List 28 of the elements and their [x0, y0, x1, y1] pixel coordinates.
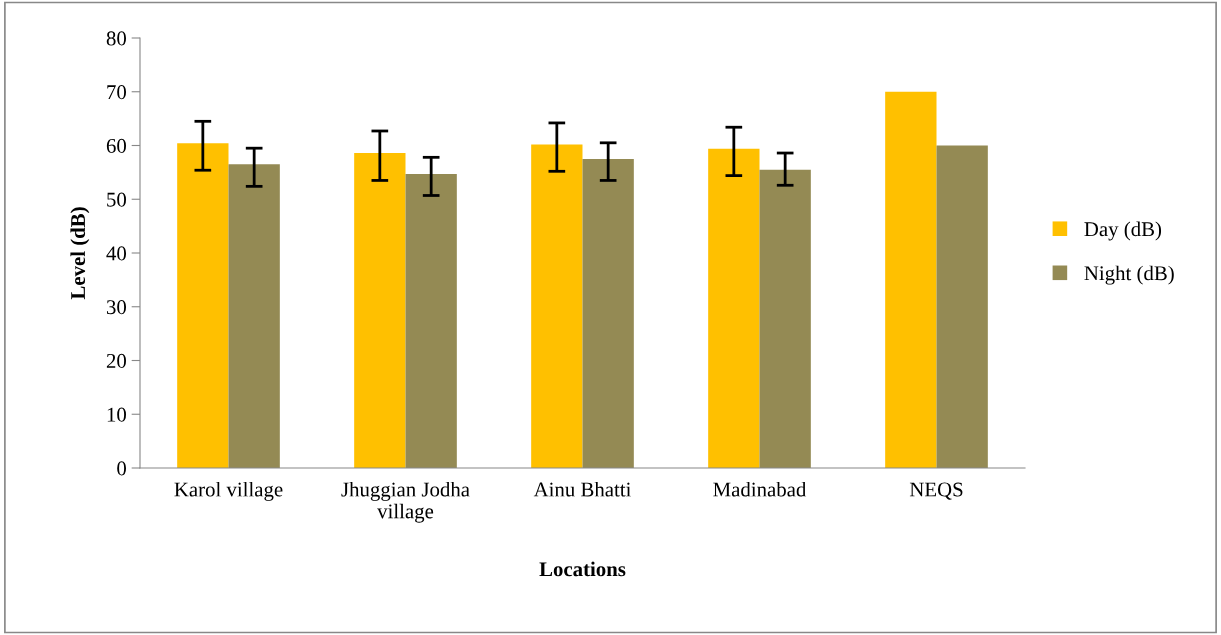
x-tick-label: Madinabad — [713, 481, 807, 497]
bar — [228, 164, 280, 468]
y-tick-label: 30 — [106, 300, 127, 315]
y-tick-label: 0 — [117, 461, 127, 476]
x-tick-label: Karol village — [174, 481, 283, 501]
bar — [759, 169, 811, 468]
y-tick-label: 40 — [106, 246, 127, 261]
y-tick-label: 60 — [106, 138, 127, 153]
bar — [708, 148, 760, 468]
y-tick-label: 50 — [107, 192, 127, 207]
bar — [531, 144, 583, 468]
bar — [885, 91, 937, 468]
bar — [354, 153, 406, 468]
x-tick-label: NEQS — [909, 482, 963, 500]
y-axis-title: Level (dB) — [70, 207, 90, 300]
legend-label: Day (dB) — [1084, 221, 1162, 241]
x-tick-label: Jhuggian Jodha village — [341, 481, 470, 523]
legend-label: Night (dB) — [1084, 265, 1174, 285]
x-axis-title: Locations — [539, 561, 626, 577]
x-tick-label: Ainu Bhatti — [533, 481, 631, 497]
bar — [936, 145, 988, 468]
y-tick-label: 70 — [107, 85, 127, 100]
y-tick-label: 10 — [107, 407, 127, 422]
y-tick-label: 20 — [106, 353, 127, 368]
bar — [582, 158, 634, 468]
bar — [405, 173, 457, 468]
y-tick-label: 80 — [106, 31, 127, 46]
bar — [177, 143, 229, 468]
